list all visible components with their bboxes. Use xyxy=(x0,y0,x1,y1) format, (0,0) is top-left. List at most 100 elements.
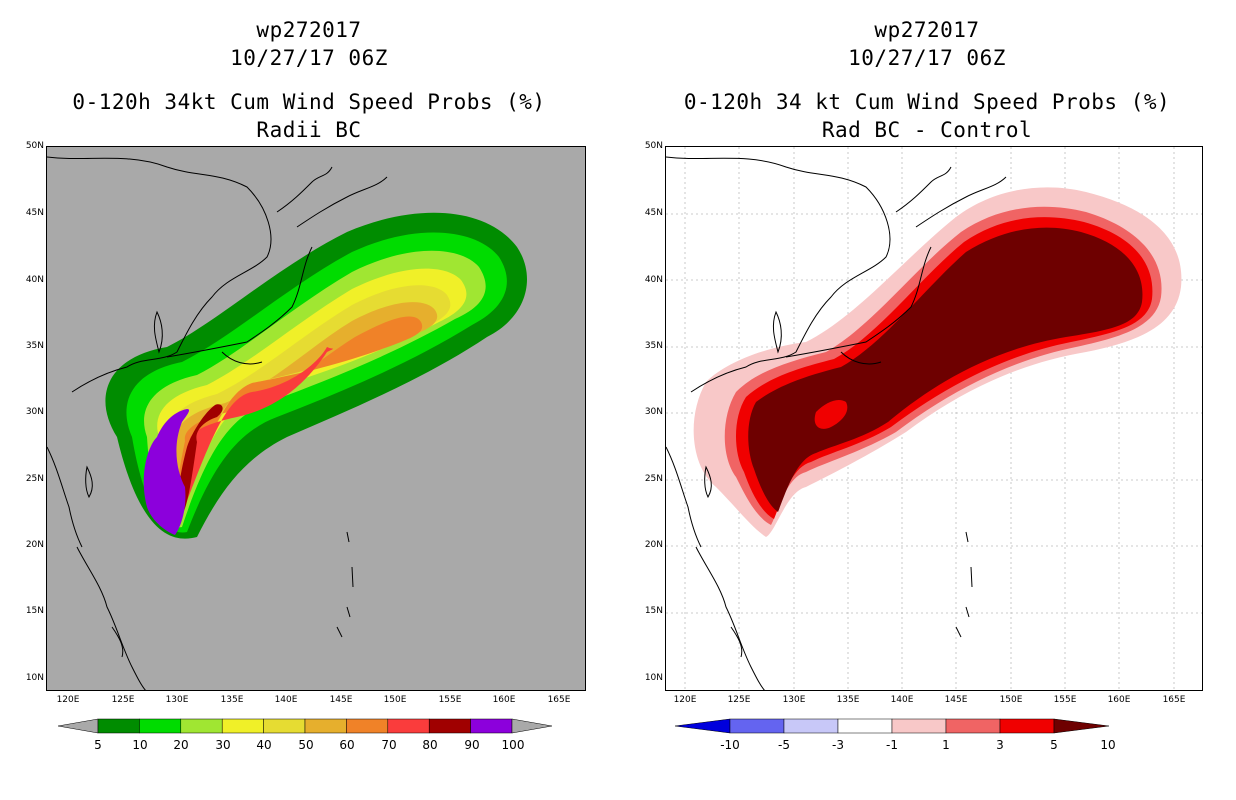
colorbar-cell xyxy=(387,718,430,734)
x-tick-label: 155E xyxy=(1053,695,1077,705)
x-tick-label: 140E xyxy=(890,695,914,705)
difference-map xyxy=(665,146,1203,691)
colorbar-cell xyxy=(729,718,785,734)
colorbar-cell xyxy=(428,718,471,734)
x-tick-label: 165E xyxy=(1162,695,1186,705)
colorbar-high-arrow xyxy=(1053,718,1110,734)
right-panel: wp272017 10/27/17 06Z 0-120h 34 kt Cum W… xyxy=(618,0,1236,800)
y-tick-label: 50N xyxy=(644,141,663,151)
colorbar-label: 80 xyxy=(422,738,438,752)
colorbar-label: 10 xyxy=(1100,738,1116,752)
colorbar-label: 60 xyxy=(339,738,355,752)
colorbar-label: 70 xyxy=(381,738,397,752)
colorbar-cell xyxy=(263,718,306,734)
product-title: 0-120h 34kt Cum Wind Speed Probs (%) xyxy=(72,90,546,114)
subtitle: Radii BC xyxy=(256,118,362,142)
y-tick-label: 40N xyxy=(25,275,44,285)
x-tick-label: 125E xyxy=(111,695,135,705)
x-tick-label: 135E xyxy=(220,695,244,705)
band-90 xyxy=(178,404,223,515)
colorbar-label: -3 xyxy=(832,738,844,752)
colorbar-high-arrow xyxy=(511,718,553,734)
x-tick-label: 130E xyxy=(165,695,189,705)
left-panel: wp272017 10/27/17 06Z 0-120h 34kt Cum Wi… xyxy=(25,18,586,752)
colorbar xyxy=(674,718,1110,734)
y-tick-label: 45N xyxy=(25,208,44,218)
colorbar-label: -5 xyxy=(778,738,790,752)
y-tick-label: 50N xyxy=(25,141,44,151)
x-tick-label: 145E xyxy=(329,695,353,705)
x-tick-label: 160E xyxy=(1107,695,1131,705)
storm-id-title: wp272017 xyxy=(256,18,362,42)
y-tick-label: 10N xyxy=(25,673,44,683)
colorbar-cell xyxy=(999,718,1055,734)
colorbar-label: 10 xyxy=(132,738,148,752)
colorbar-label: -1 xyxy=(886,738,898,752)
y-tick-label: 45N xyxy=(644,208,663,218)
colorbar-label: 40 xyxy=(256,738,272,752)
y-tick-label: 25N xyxy=(644,474,663,484)
y-tick-label: 20N xyxy=(25,540,44,550)
colorbar-cell xyxy=(221,718,264,734)
colorbar-cell xyxy=(783,718,839,734)
y-tick-label: 30N xyxy=(25,407,44,417)
y-tick-label: 40N xyxy=(644,275,663,285)
x-tick-label: 135E xyxy=(836,695,860,705)
map-graphic xyxy=(666,147,1202,690)
band-5-notch xyxy=(814,400,848,429)
colorbar-label: 5 xyxy=(94,738,102,752)
x-tick-label: 130E xyxy=(782,695,806,705)
y-tick-label: 15N xyxy=(25,606,44,616)
colorbar-label: 1 xyxy=(942,738,950,752)
colorbar-cell xyxy=(139,718,182,734)
subtitle: Rad BC - Control xyxy=(821,118,1033,142)
colorbar-label: 100 xyxy=(501,738,525,752)
colorbar-cell xyxy=(304,718,347,734)
probability-map xyxy=(46,146,586,691)
band-60 xyxy=(175,316,423,520)
colorbar-label: 90 xyxy=(464,738,480,752)
colorbar-label: -10 xyxy=(720,738,740,752)
y-tick-label: 20N xyxy=(644,540,663,550)
colorbar-label: 50 xyxy=(298,738,314,752)
colorbar-cell xyxy=(945,718,1001,734)
band-100 xyxy=(143,409,190,535)
datetime-title: 10/27/17 06Z xyxy=(848,46,1006,70)
x-tick-label: 150E xyxy=(383,695,407,705)
colorbar-cell xyxy=(891,718,947,734)
x-tick-label: 140E xyxy=(274,695,298,705)
colorbar-low-arrow xyxy=(57,718,99,734)
colorbar-cell xyxy=(97,718,140,734)
x-tick-label: 120E xyxy=(673,695,697,705)
colorbar-low-arrow xyxy=(674,718,731,734)
x-tick-label: 155E xyxy=(438,695,462,705)
product-title: 0-120h 34 kt Cum Wind Speed Probs (%) xyxy=(683,90,1171,114)
y-tick-label: 35N xyxy=(25,341,44,351)
y-tick-label: 25N xyxy=(25,474,44,484)
x-tick-label: 145E xyxy=(944,695,968,705)
coastlines xyxy=(47,156,388,690)
colorbar-label: 30 xyxy=(215,738,231,752)
colorbar-cell xyxy=(837,718,893,734)
map-graphic xyxy=(47,156,527,690)
colorbar-label: 3 xyxy=(996,738,1004,752)
x-tick-label: 120E xyxy=(56,695,80,705)
band-70 xyxy=(178,347,334,518)
colorbar-label: 20 xyxy=(173,738,189,752)
x-tick-label: 160E xyxy=(492,695,516,705)
x-tick-label: 150E xyxy=(999,695,1023,705)
y-tick-label: 15N xyxy=(644,606,663,616)
colorbar-cell xyxy=(180,718,223,734)
x-tick-label: 125E xyxy=(727,695,751,705)
band-10 xyxy=(748,227,1143,512)
storm-id-title: wp272017 xyxy=(874,18,980,42)
y-tick-label: 35N xyxy=(644,341,663,351)
colorbar-label: 5 xyxy=(1050,738,1058,752)
colorbar-cell xyxy=(346,718,389,734)
colorbar-cell xyxy=(470,718,513,734)
y-tick-label: 10N xyxy=(644,673,663,683)
x-tick-label: 165E xyxy=(547,695,571,705)
y-tick-label: 30N xyxy=(644,407,663,417)
datetime-title: 10/27/17 06Z xyxy=(230,46,388,70)
colorbar xyxy=(57,718,553,734)
